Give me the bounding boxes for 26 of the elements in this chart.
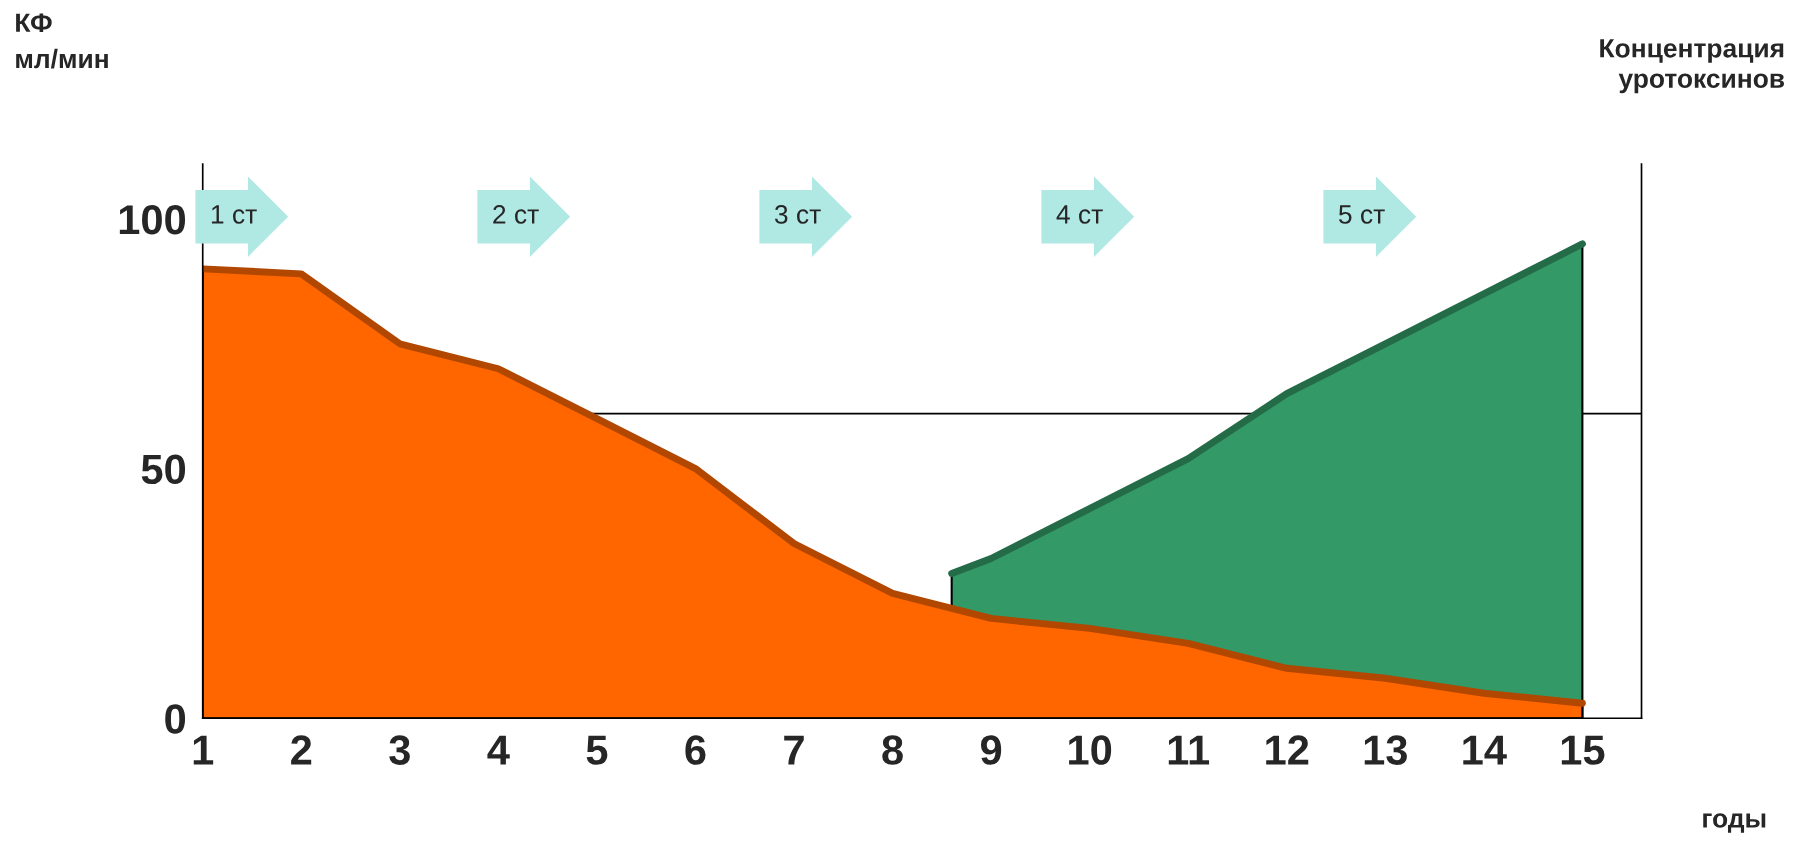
x-tick-label: 14 [1463, 735, 1507, 765]
annotation: 5 ст [1338, 205, 1385, 224]
x-tick-label: 12 [1266, 735, 1309, 765]
x-axis-title: годы [1703, 813, 1766, 833]
y-tick-label: 0 [165, 704, 186, 734]
x-tick-label: 11 [1168, 735, 1210, 765]
x-tick-label: 3 [389, 735, 410, 765]
y2-axis-title: Концентрация уротоксинов [1600, 39, 1785, 94]
x-tick-label: 6 [685, 735, 706, 765]
x-tick-label: 8 [882, 735, 903, 765]
annotation: 3 ст [774, 205, 821, 224]
annotation: 1 ст [211, 205, 257, 224]
annotation: 2 ст [493, 205, 539, 224]
y-axis-title: КФ мл/мин [16, 13, 108, 69]
x-tick-label: 2 [291, 735, 312, 765]
x-tick-label: 13 [1364, 735, 1407, 765]
y-tick-label: 50 [141, 454, 186, 485]
x-tick-label: 5 [586, 735, 608, 765]
x-tick-label: 10 [1069, 735, 1112, 765]
x-tick-label: 4 [487, 735, 510, 765]
x-tick-label: 15 [1561, 735, 1605, 765]
x-tick-label: 7 [784, 735, 804, 765]
x-tick-label: 1 [193, 735, 214, 765]
x-tick-label: 9 [980, 735, 1002, 765]
y-tick-label: 100 [119, 204, 186, 235]
annotation: 4 ст [1056, 205, 1103, 224]
